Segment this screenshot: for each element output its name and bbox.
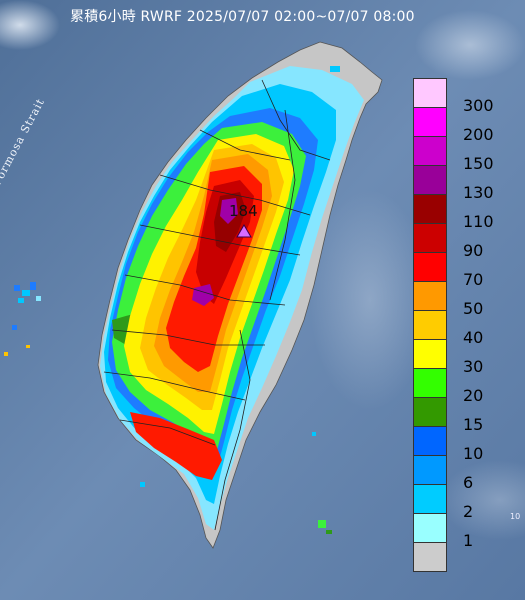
- legend-swatch: [413, 78, 447, 108]
- rain-red-south: [130, 412, 222, 480]
- legend-label: 70: [463, 270, 484, 289]
- peak-value-label: 184: [229, 202, 258, 220]
- cloud: [440, 460, 525, 540]
- legend-swatch: [413, 426, 447, 456]
- legend-swatch: [413, 513, 447, 543]
- legend-label: 130: [463, 183, 494, 202]
- legend-swatch: [413, 397, 447, 427]
- legend-swatch: [413, 484, 447, 514]
- legend-label: 300: [463, 96, 494, 115]
- legend-label: 200: [463, 125, 494, 144]
- cloud: [0, 0, 60, 50]
- legend-swatch: [413, 368, 447, 398]
- legend-swatch: [413, 252, 447, 282]
- legend-swatch: [413, 194, 447, 224]
- county-boundaries: [103, 79, 331, 531]
- legend-label: 10: [463, 444, 484, 463]
- rain-purple-2: [192, 284, 214, 306]
- legend-label: 1: [463, 531, 474, 550]
- legend-swatch: [413, 223, 447, 253]
- cloud: [415, 10, 525, 80]
- legend-label: 15: [463, 415, 484, 434]
- legend-label: 6: [463, 473, 474, 492]
- legend-label: 110: [463, 212, 494, 231]
- legend-swatch: [413, 542, 447, 572]
- legend-label: 30: [463, 357, 484, 376]
- legend-swatch: [413, 310, 447, 340]
- legend-label: 20: [463, 386, 484, 405]
- legend-label: 150: [463, 154, 494, 173]
- offshore-echoes: [4, 66, 340, 534]
- cloud: [310, 190, 430, 410]
- legend-label: 90: [463, 241, 484, 260]
- peak-triangle-icon: [236, 224, 252, 238]
- legend-swatch: [413, 107, 447, 137]
- edge-note: 10: [510, 512, 521, 521]
- legend-swatch: [413, 339, 447, 369]
- legend-swatch: [413, 165, 447, 195]
- legend-label: 40: [463, 328, 484, 347]
- rainfall-legend: 300 200 150 130 110 90 70 50 40 30 20 15 10 6 2 1: [413, 78, 513, 572]
- legend-swatch: [413, 281, 447, 311]
- rain-purple: [220, 198, 238, 224]
- legend-label: 50: [463, 299, 484, 318]
- legend-swatch: [413, 136, 447, 166]
- legend-swatch: [413, 455, 447, 485]
- map-title: 累積6小時 RWRF 2025/07/07 02:00~07/07 08:00: [70, 9, 415, 25]
- legend-label: 2: [463, 502, 474, 521]
